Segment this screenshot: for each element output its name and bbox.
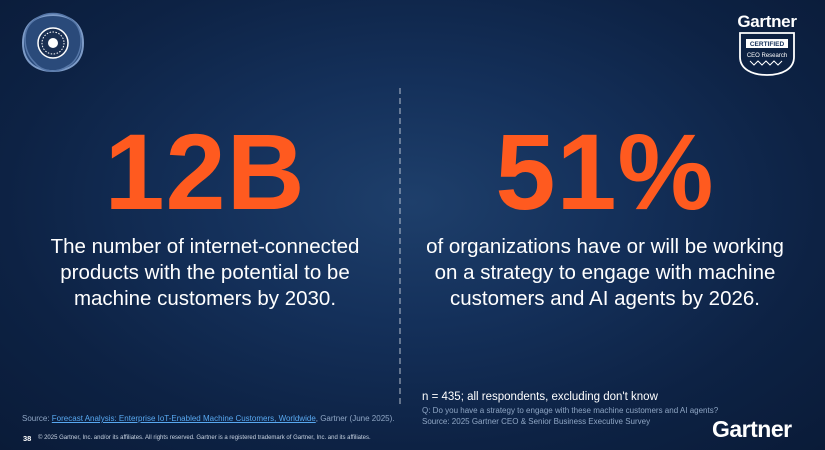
stat-description-machine-customers: The number of internet-connected product…: [50, 235, 360, 310]
stat-value-machine-customers: 12B: [104, 111, 306, 232]
source-report-link[interactable]: Forecast Analysis: Enterprise IoT-Enable…: [51, 414, 316, 423]
survey-source-note: Source: 2025 Gartner CEO & Senior Busine…: [422, 417, 651, 426]
page-number: 38: [23, 434, 32, 443]
gartner-certified-logo: Gartner CERTIFIED CEO Research: [727, 12, 807, 77]
center-divider: [399, 88, 401, 404]
cert-line1: CERTIFIED: [750, 41, 785, 48]
sample-size-note: n = 435; all respondents, excluding don'…: [422, 391, 658, 403]
stat-value-organizations: 51%: [495, 111, 715, 232]
stat-description-organizations: of organizations have or will be working…: [426, 235, 784, 310]
source-prefix: Source:: [22, 414, 52, 423]
copyright-notice: © 2025 Gartner, Inc. and/or its affiliat…: [38, 435, 371, 441]
badge-seal-icon: [21, 12, 85, 73]
gartner-wordmark: Gartner: [737, 12, 797, 31]
survey-question-note: Q: Do you have a strategy to engage with…: [422, 406, 719, 415]
cert-line2: CEO Research: [747, 53, 787, 59]
source-suffix: , Gartner (June 2025).: [315, 414, 395, 423]
certified-seal-icon: CERTIFIED CEO Research: [739, 32, 795, 76]
footer-source: Source: Forecast Analysis: Enterprise Io…: [22, 414, 394, 423]
gartner-footer-logo: Gartner: [712, 416, 792, 442]
